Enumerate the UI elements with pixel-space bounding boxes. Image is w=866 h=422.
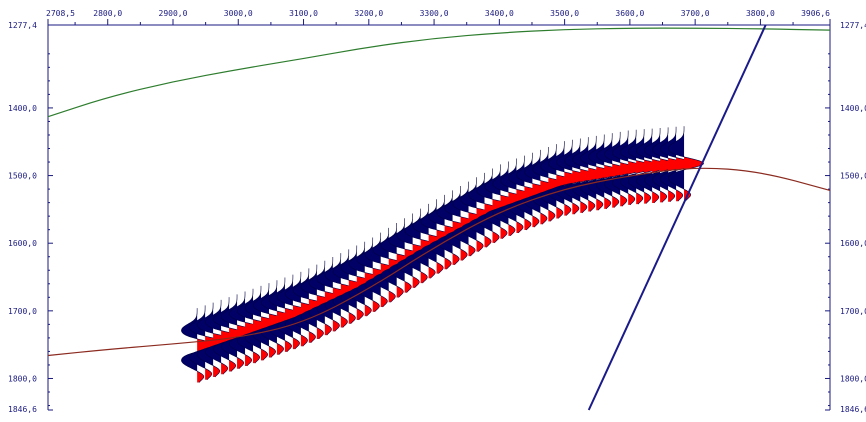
y-tick-label-right: 1277,4	[840, 21, 866, 30]
y-tick-label-left: 1700,0	[8, 307, 37, 316]
x-tick-label: 3600,0	[615, 9, 644, 18]
well-trajectory-line	[587, 24, 767, 411]
x-tick-label: 3700,0	[681, 9, 710, 18]
horizon-curves	[47, 24, 831, 411]
wiggle-traces	[181, 126, 704, 383]
y-tick-label-left: 1846,6	[8, 405, 37, 414]
axes	[47, 19, 831, 411]
y-tick-label-right: 1800,0	[840, 374, 866, 383]
trace-negative-fill	[668, 126, 685, 201]
brown-curve	[47, 167, 831, 357]
x-tick-label: 3000,0	[224, 9, 253, 18]
y-tick-label-left: 1277,4	[8, 21, 37, 30]
x-tick-label: 2800,0	[93, 9, 122, 18]
y-tick-label-right: 1500,0	[840, 172, 866, 181]
y-tick-label-right: 1700,0	[840, 307, 866, 316]
y-tick-label-right: 1846,6	[840, 405, 866, 414]
y-tick-label-left: 1800,0	[8, 374, 37, 383]
y-tick-label-left: 1500,0	[8, 172, 37, 181]
trace-wiggle	[668, 126, 704, 201]
y-tick-label-right: 1400,0	[840, 104, 866, 113]
y-tick-label-left: 1600,0	[8, 239, 37, 248]
y-tick-label-right: 1600,0	[840, 239, 866, 248]
x-tick-label: 2708,5	[46, 9, 75, 18]
y-tick-label-left: 1400,0	[8, 104, 37, 113]
trace-positive-fill	[684, 126, 704, 201]
x-tick-label: 3906,6	[801, 9, 830, 18]
green-curve	[47, 27, 831, 118]
x-tick-label: 3100,0	[289, 9, 318, 18]
x-tick-label: 2900,0	[159, 9, 188, 18]
x-tick-label: 3500,0	[550, 9, 579, 18]
tick-labels: 2708,5 2800,0 2900,0 3000,0 3100,0 3200,0 3300…	[8, 9, 866, 414]
x-tick-label: 3400,0	[485, 9, 514, 18]
x-tick-label: 3200,0	[354, 9, 383, 18]
x-tick-label: 3800,0	[746, 9, 775, 18]
x-tick-label: 3300,0	[420, 9, 449, 18]
